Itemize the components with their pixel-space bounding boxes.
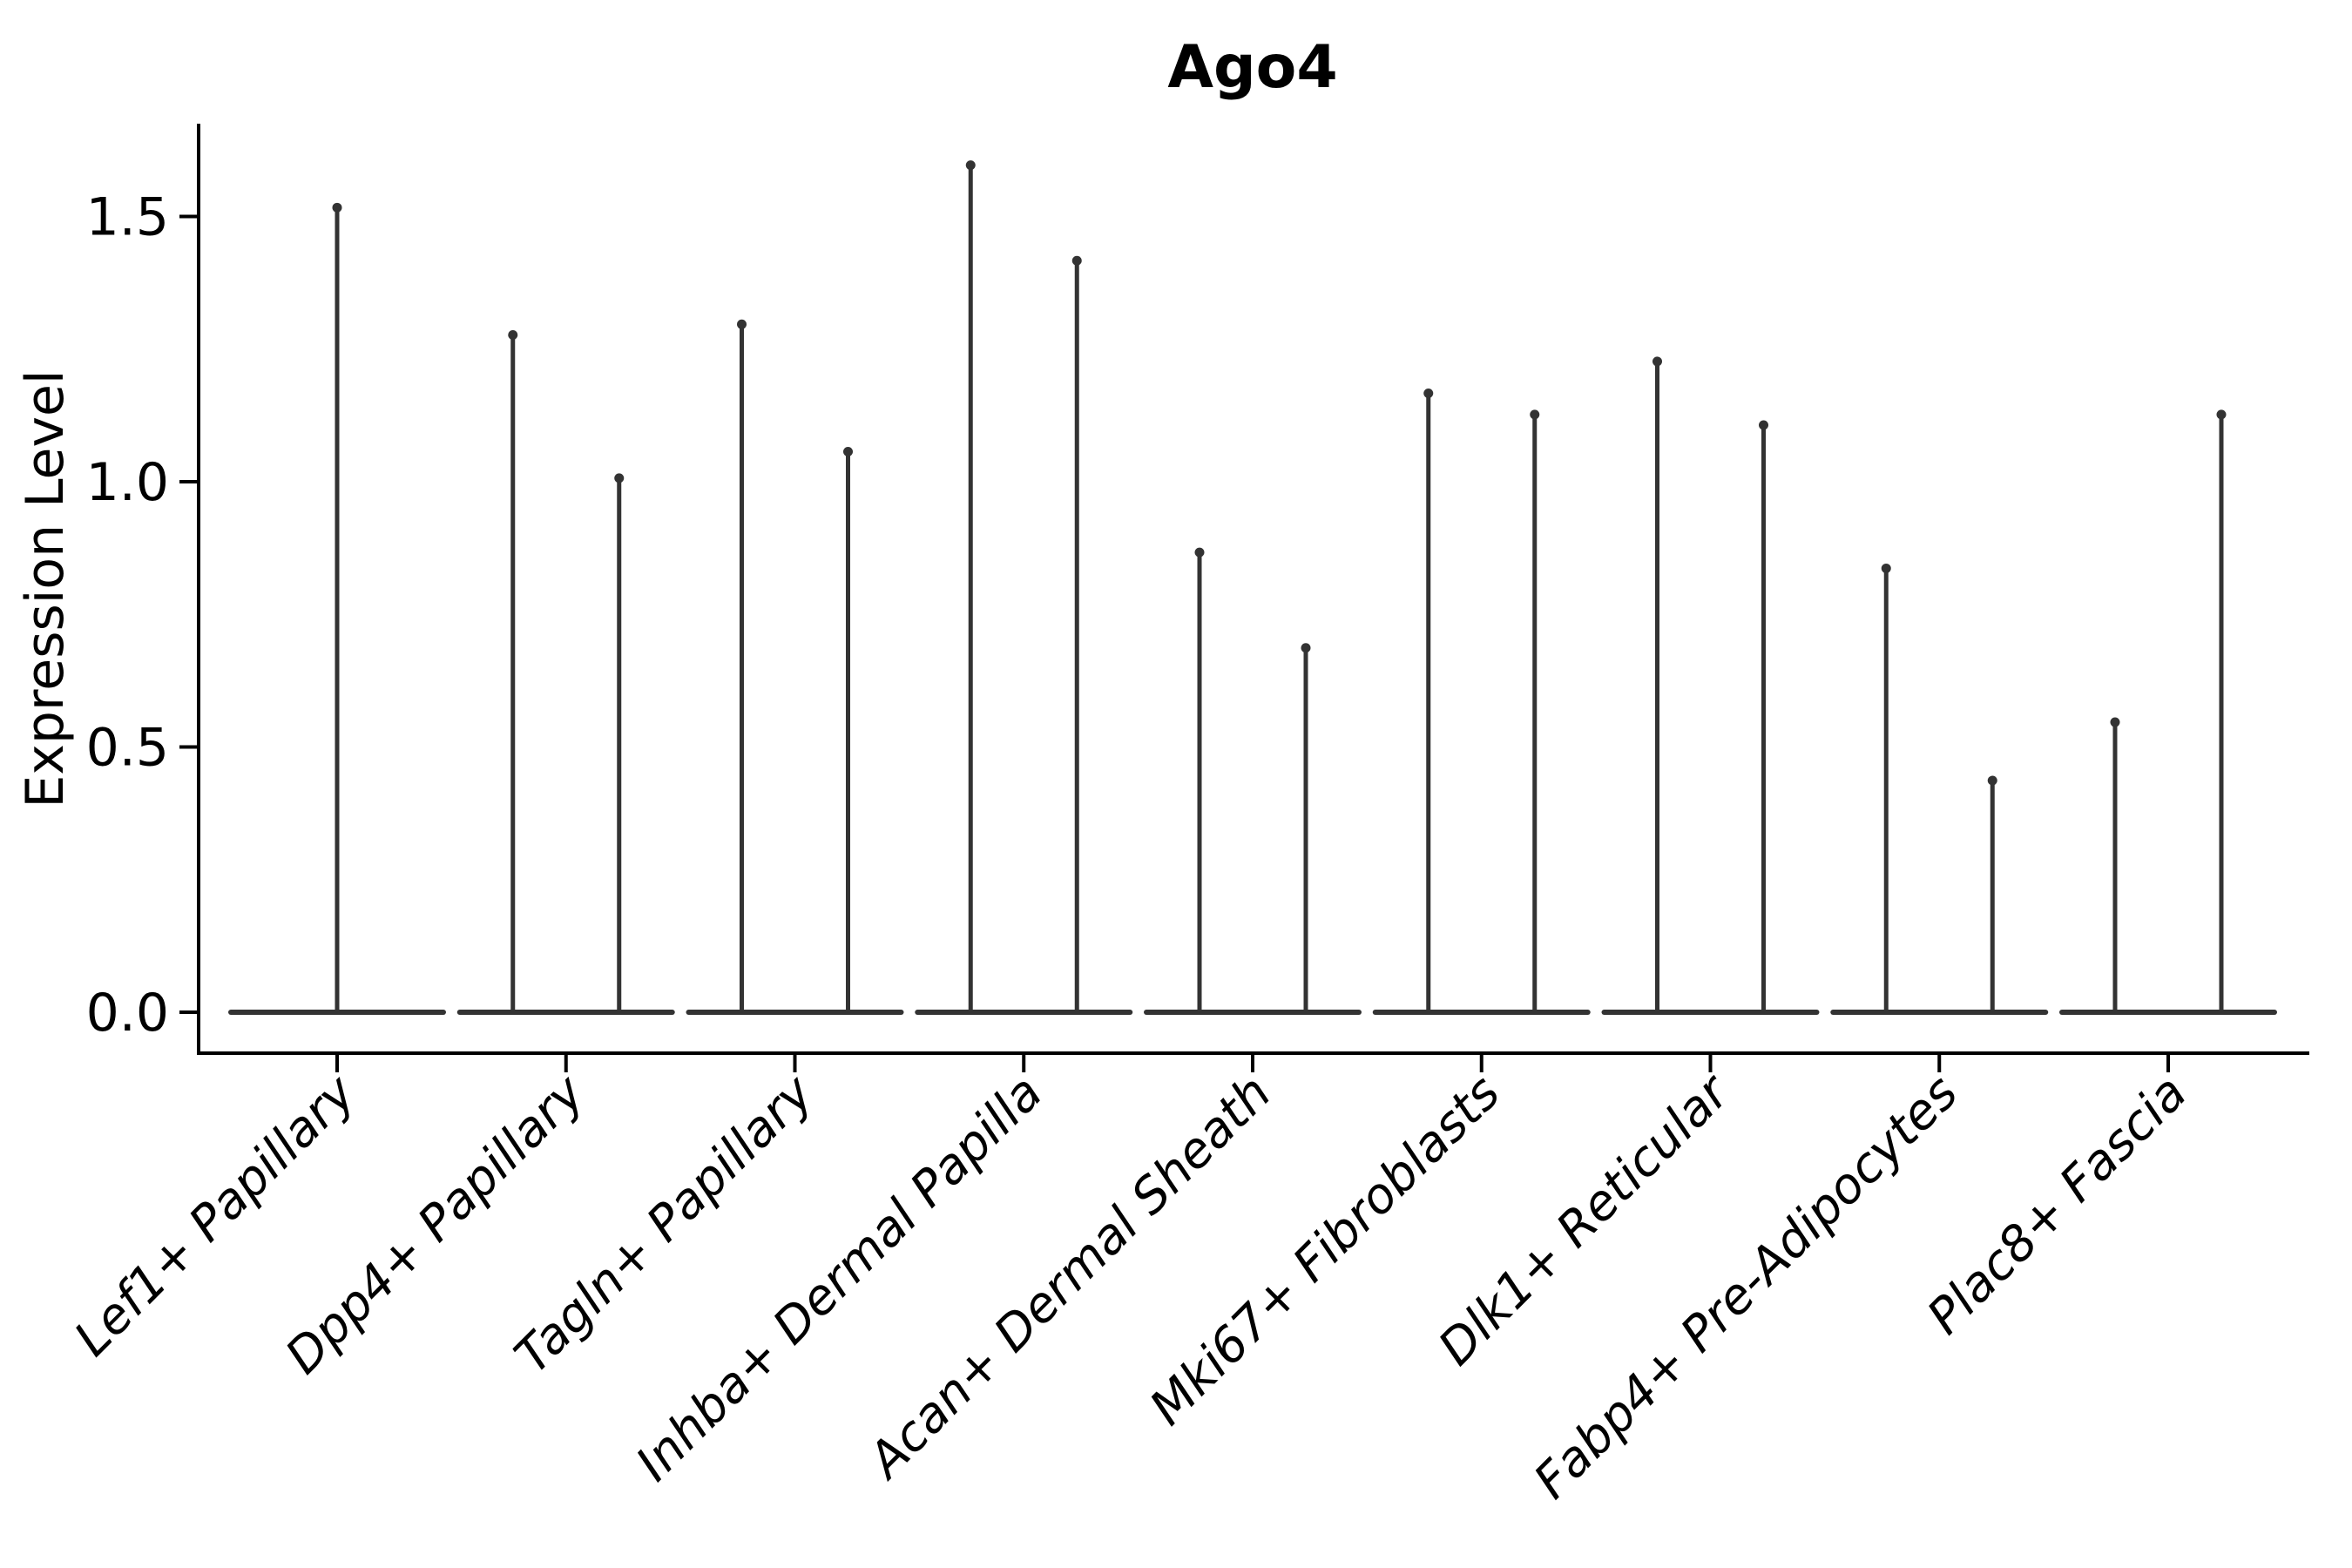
violin-group — [2059, 409, 2277, 1015]
violin-group — [228, 202, 446, 1015]
violin-spike-tip — [737, 319, 747, 329]
violin-spike-tip — [843, 446, 853, 456]
x-tick-label: Acan+ Dermal Sheath — [856, 1064, 1282, 1490]
violin-spike-tip — [1652, 356, 1662, 367]
violin-spike-tip — [1881, 563, 1891, 573]
x-tick-label: Fabp4+ Pre-Adipocytes — [1524, 1064, 1969, 1510]
y-tick-label: 1.5 — [86, 187, 169, 248]
y-tick-label: 0.0 — [86, 983, 169, 1044]
violin-group — [915, 160, 1133, 1015]
violin-spike-tip — [1301, 643, 1311, 653]
y-tick-label: 0.5 — [86, 718, 169, 779]
plot-title: Ago4 — [1167, 33, 1337, 102]
violin-group — [686, 319, 904, 1015]
violin-spike-tip — [1530, 409, 1540, 420]
y-axis-ticks: 0.0 0.5 1.0 1.5 — [86, 187, 197, 1044]
violin-spike-tip — [1987, 775, 1997, 786]
violin-spike-tip — [2110, 717, 2120, 727]
x-tick-label: Inhba+ Dermal Papilla — [625, 1064, 1053, 1492]
violins-layer — [228, 160, 2277, 1015]
violin-spike-tip — [1423, 388, 1434, 398]
y-axis-label: Expression Level — [15, 369, 76, 808]
violin-group — [1144, 547, 1362, 1015]
violin-spike-tip — [332, 202, 342, 213]
violin-group — [1830, 563, 2049, 1015]
violin-group — [1601, 356, 1820, 1015]
violin-group — [456, 329, 675, 1015]
violin-spike-tip — [1759, 420, 1768, 430]
violin-group — [1372, 388, 1591, 1015]
y-tick-label: 1.0 — [86, 452, 169, 513]
violin-spike-tip — [614, 473, 625, 483]
violin-spike-tip — [1194, 547, 1205, 558]
violin-spike-tip — [2216, 409, 2227, 420]
violin-spike-tip — [508, 329, 518, 340]
violin-spike-tip — [1071, 255, 1082, 266]
violin-spike-tip — [965, 160, 976, 171]
